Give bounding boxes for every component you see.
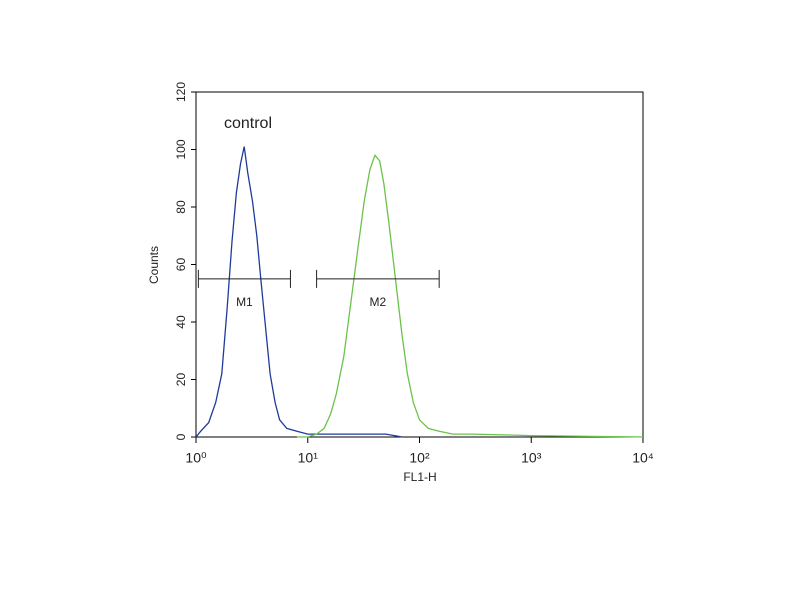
annotation: control xyxy=(224,115,272,132)
x-tick-label: 10¹ xyxy=(298,450,319,466)
x-tick-label: 10⁰ xyxy=(185,450,207,466)
y-tick-label: 100 xyxy=(174,139,188,159)
x-tick-label: 10² xyxy=(409,450,430,466)
y-axis-title: Counts xyxy=(147,246,161,284)
x-axis-title: FL1-H xyxy=(403,470,436,484)
histogram-line xyxy=(296,154,644,438)
marker-label: M1 xyxy=(236,295,253,309)
y-tick-label: 120 xyxy=(174,82,188,102)
x-tick-label: 10⁴ xyxy=(632,450,654,466)
histogram-line xyxy=(195,146,403,438)
y-tick-label: 20 xyxy=(174,373,188,387)
plot-frame xyxy=(195,91,644,438)
y-tick-label: 80 xyxy=(174,200,188,214)
x-tick-label: 10³ xyxy=(521,450,542,466)
y-tick-label: 0 xyxy=(174,433,188,440)
y-tick-label: 60 xyxy=(174,258,188,272)
marker-label: M2 xyxy=(370,295,387,309)
y-tick-label: 40 xyxy=(174,315,188,329)
